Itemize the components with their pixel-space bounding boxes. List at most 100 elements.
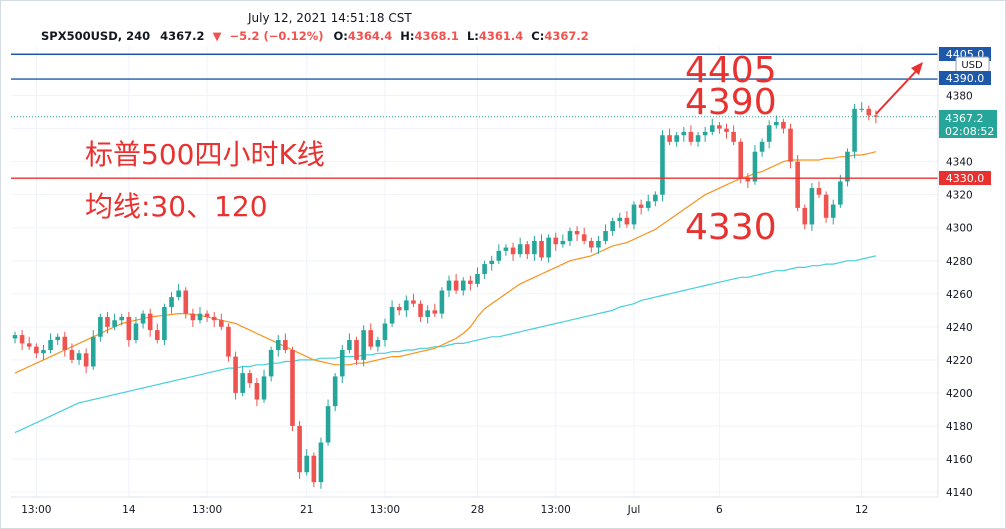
trend-arrow-line xyxy=(875,67,920,115)
candle-body xyxy=(852,108,857,152)
candle-body xyxy=(830,204,836,218)
candle-body xyxy=(660,135,665,195)
badge-4390 xyxy=(939,71,991,85)
y-tick-label: 4320 xyxy=(946,190,973,202)
candle-body xyxy=(62,336,68,350)
candle-body xyxy=(496,250,502,261)
candle-body xyxy=(653,194,658,202)
symbol-label: SPX500USD, 240 xyxy=(41,29,150,43)
candle-body xyxy=(453,280,459,291)
candle-body xyxy=(624,217,630,225)
candle-body xyxy=(709,125,715,132)
candle-body xyxy=(26,343,32,347)
candle-body xyxy=(688,131,694,142)
candle-body xyxy=(240,373,245,393)
x-tick-label: 28 xyxy=(471,504,484,516)
candle-body xyxy=(482,264,487,274)
candle-body xyxy=(34,346,39,354)
open-value: 4364.4 xyxy=(348,29,392,43)
candle-body xyxy=(190,313,196,321)
candle-body xyxy=(147,313,153,331)
time-axis[interactable]: 13:00 14 13:00 21 13:00 28 13:00 Jul 6 12 xyxy=(21,504,868,516)
candle-body xyxy=(254,383,260,400)
candle-body xyxy=(475,273,480,284)
candle-body xyxy=(261,376,267,400)
candle-body xyxy=(681,131,687,136)
candle-body xyxy=(404,300,409,311)
candle-body xyxy=(290,349,295,426)
candle-body xyxy=(745,178,751,182)
candle-body xyxy=(375,340,381,347)
high-value: 4368.1 xyxy=(415,29,459,43)
candle-body xyxy=(809,188,815,225)
candle-body xyxy=(339,349,345,377)
candle-body xyxy=(425,310,430,317)
candle-body xyxy=(233,356,238,393)
candle-body xyxy=(717,125,722,129)
badge-4330-text: 4330.0 xyxy=(946,172,985,185)
candle-body xyxy=(382,323,388,341)
y-tick-label: 4220 xyxy=(946,355,973,367)
candle-body xyxy=(55,336,60,341)
x-tick-label: 6 xyxy=(716,504,723,516)
currency-text: USD xyxy=(961,60,983,71)
candle-body xyxy=(354,340,359,360)
candle-body xyxy=(112,320,117,327)
candle-body xyxy=(69,349,75,360)
candle-body xyxy=(155,330,160,341)
y-tick-label: 4200 xyxy=(946,388,973,400)
candle-body xyxy=(460,280,466,291)
candle-body xyxy=(589,240,594,248)
candle-body xyxy=(247,373,253,384)
candle-body xyxy=(275,340,281,350)
candle-body xyxy=(176,290,181,298)
candle-body xyxy=(610,221,615,232)
candle-body xyxy=(781,121,786,129)
low-value: 4361.4 xyxy=(479,29,523,43)
countdown-text: 02:08:52 xyxy=(945,125,994,138)
candle-body xyxy=(532,240,537,255)
candle-body xyxy=(617,217,623,222)
low-label: L: xyxy=(467,29,479,43)
candle-body xyxy=(738,141,744,179)
candle-body xyxy=(873,115,879,117)
candle-body xyxy=(304,455,310,473)
candle-body xyxy=(446,280,452,291)
y-tick-label: 4300 xyxy=(946,223,973,235)
x-tick-label: 13:00 xyxy=(370,504,400,516)
candle-body xyxy=(268,349,274,377)
candle-body xyxy=(140,313,146,324)
candle-body xyxy=(133,323,139,341)
close-value: 4367.2 xyxy=(544,29,588,43)
candle-body xyxy=(731,131,736,142)
candle-body xyxy=(119,316,125,321)
candle-body xyxy=(596,240,601,248)
candle-body xyxy=(574,231,580,235)
y-tick-label: 4240 xyxy=(946,322,973,334)
symbol-header: SPX500USD, 240 4367.2 ▼ −5.2 (−0.12%) O:… xyxy=(41,29,589,43)
candle-body xyxy=(603,231,608,241)
candlesticks xyxy=(12,102,879,489)
change-down-icon: ▼ xyxy=(213,29,222,43)
y-tick-label: 4180 xyxy=(946,421,973,433)
candle-body xyxy=(204,313,210,317)
candle-body xyxy=(48,340,53,350)
candle-body xyxy=(19,335,25,344)
horizontal-lines[interactable] xyxy=(11,53,938,179)
candle-body xyxy=(695,135,701,142)
plot-area[interactable] xyxy=(11,46,938,497)
candle-body xyxy=(802,207,808,225)
last-price: 4367.2 xyxy=(160,29,204,43)
candle-body xyxy=(183,290,189,314)
candle-body xyxy=(567,231,573,241)
candle-body xyxy=(667,135,672,142)
candle-body xyxy=(468,280,473,284)
candle-body xyxy=(90,336,96,367)
candle-body xyxy=(866,108,872,116)
candle-body xyxy=(510,247,516,255)
candle-body xyxy=(418,303,423,317)
price-axis[interactable]: 4140 4160 4180 4200 4220 4240 4260 4280 4300 4320… xyxy=(946,91,973,499)
candle-body xyxy=(347,340,352,350)
